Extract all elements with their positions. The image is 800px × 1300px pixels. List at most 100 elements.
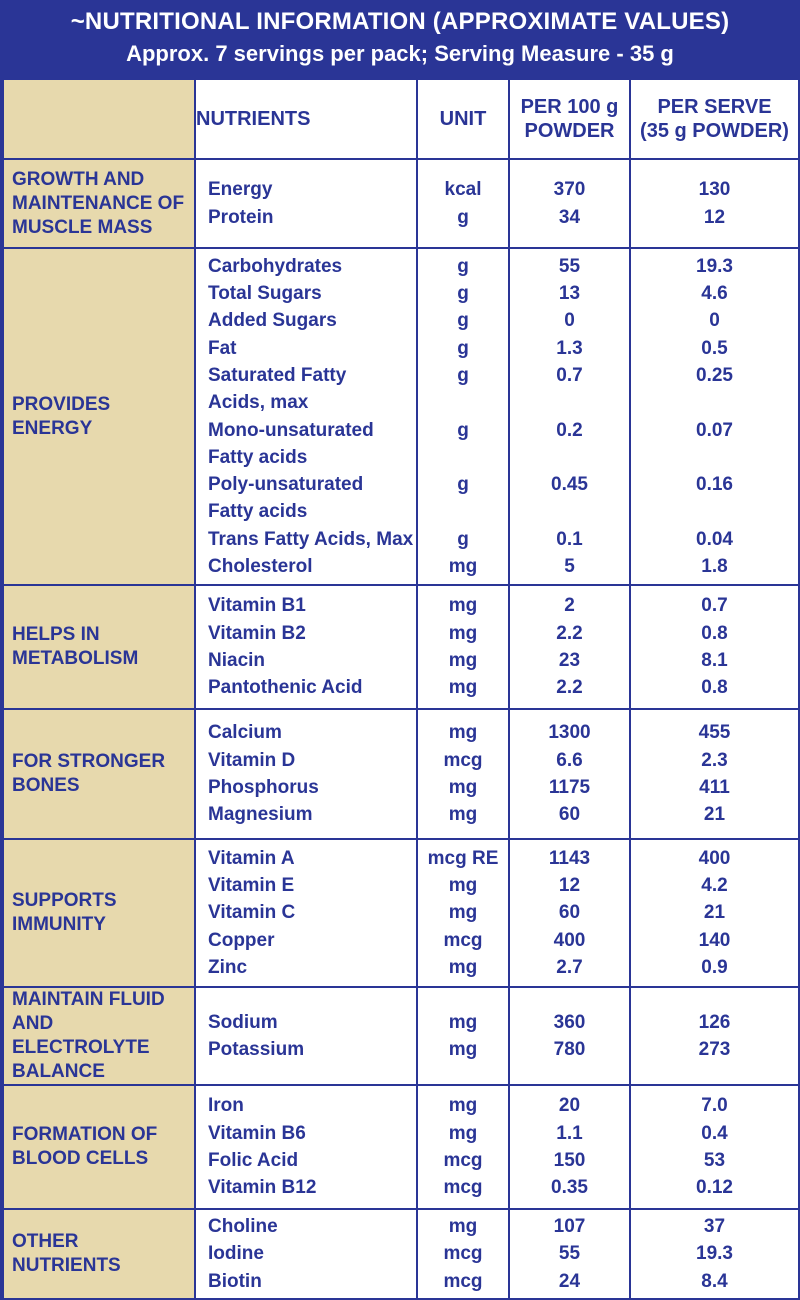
header-per-100g-line1: PER 100 g (520, 96, 619, 118)
nutrient-name: Niacin (208, 650, 266, 671)
nutrient-name: Biotin (208, 1270, 262, 1292)
per-serve-value: 21 (703, 804, 726, 826)
nutrient-group-row: PROVIDES ENERGY Carbohydrates Total Sugars A… (2, 247, 800, 586)
category-label-line: METABOLISM (12, 648, 139, 669)
per-serve-value: 12 (703, 206, 726, 228)
nutrient-name: Saturated Fatty (208, 364, 347, 386)
category-label-line: MAINTAIN FLUID (12, 989, 165, 1010)
header-per-100g-line2: POWDER (524, 120, 615, 142)
nutrient-unit: mg (448, 555, 478, 577)
nutrient-unit: mcg (443, 1270, 483, 1292)
nutrient-unit: mg (448, 875, 478, 897)
per-serve-value: 7.0 (701, 1095, 728, 1117)
per-100g-cell: 1300 6.6 1175 60 (508, 708, 631, 840)
per-100g-value: 24 (558, 1270, 581, 1292)
nutrient-name: Copper (208, 929, 275, 951)
nutrient-unit: g (457, 474, 469, 496)
nutrient-unit (419, 498, 507, 525)
per-100g-value: 1143 (548, 847, 591, 869)
nutrient-unit: g (457, 310, 469, 332)
nutrient-group-row: OTHER NUTRIENTS Choline Iodine Biotin mg mcg mc… (2, 1208, 800, 1300)
per-100g-value: 2.2 (556, 622, 583, 644)
header-nutrients: NUTRIENTS (194, 78, 418, 160)
per-serve-cell: 19.3 4.6 0 0.5 0.25 0.07 0.16 0.04 1.8 (629, 247, 800, 586)
nutrient-name: Energy (208, 179, 273, 201)
nutrient-name: Phosphorus (208, 777, 319, 798)
per-serve-value: 0.9 (701, 956, 728, 978)
nutrient-group-row: HELPS IN METABOLISM Vitamin B1 Vitamin B2 Ni… (2, 584, 800, 710)
per-100g-value: 0.2 (556, 419, 583, 441)
nutrient-name: Sodium (208, 1011, 278, 1033)
per-serve-value: 8.4 (701, 1270, 728, 1292)
category-label-line: SUPPORTS (12, 890, 117, 911)
category-label-line: BALANCE (12, 1061, 105, 1082)
nutrient-name: Vitamin B12 (208, 1177, 317, 1199)
nutrient-unit: g (457, 419, 469, 441)
nutrient-name: Pantothenic Acid (208, 677, 363, 699)
nutrient-unit: mg (448, 804, 478, 826)
header-per-serve-line1: PER SERVE (657, 96, 772, 118)
per-serve-value (632, 444, 797, 471)
category-label-line: AND ELECTROLYTE (12, 1013, 150, 1058)
nutrient-name: Fat (208, 337, 237, 359)
per-100g-value: 6.6 (556, 749, 583, 771)
per-serve-value: 53 (703, 1150, 726, 1171)
per-serve-cell: 7.0 0.4 53 0.12 (629, 1084, 800, 1210)
category-label-line: IMMUNITY (12, 914, 106, 935)
per-100g-value: 0.7 (556, 364, 583, 386)
nutrient-group-row: GROWTH AND MAINTENANCE OF MUSCLE MASS Energ… (2, 158, 800, 249)
nutrient-name: Choline (208, 1216, 278, 1238)
per-serve-value: 0.04 (696, 528, 733, 550)
per-serve-value: 19.3 (696, 255, 733, 277)
per-100g-value: 5 (564, 555, 575, 577)
per-serve-value: 4.2 (701, 875, 728, 897)
per-serve-cell: 37 19.3 8.4 (629, 1208, 800, 1300)
nutrient-unit: mcg (443, 749, 483, 771)
per-100g-value: 60 (558, 902, 581, 924)
per-serve-cell: 0.7 0.8 8.1 0.8 (629, 584, 800, 710)
category-label-line: PROVIDES (12, 393, 111, 415)
nutrient-name: Carbohydrates (208, 255, 343, 277)
nutrient-name: Cholesterol (208, 555, 313, 577)
category-label-line: ENERGY (12, 417, 93, 439)
nutrient-unit: g (457, 206, 469, 228)
nutrient-name: Potassium (208, 1039, 305, 1060)
per-100g-value: 780 (553, 1039, 586, 1060)
nutrient-unit: mg (448, 777, 478, 798)
nutrient-unit: mg (448, 622, 478, 644)
nutrient-unit: kcal (444, 179, 482, 201)
panel-subtitle: Approx. 7 servings per pack; Serving Mea… (126, 41, 674, 66)
panel-title: ~NUTRITIONAL INFORMATION (APPROXIMATE VA… (70, 8, 730, 35)
per-serve-value: 411 (699, 777, 730, 798)
nutrient-unit: mg (448, 722, 478, 744)
per-serve-value (632, 389, 797, 416)
per-100g-value: 2 (564, 595, 575, 617)
category-cell: PROVIDES ENERGY (2, 247, 196, 586)
per-serve-value: 0.5 (701, 337, 728, 359)
nutrient-name: Poly-unsaturated (208, 474, 364, 496)
nutrient-unit: mcg (443, 1177, 483, 1199)
per-serve-value: 37 (703, 1216, 726, 1238)
nutrient-unit: mg (448, 956, 478, 978)
nutrient-name: Zinc (208, 956, 248, 978)
nutrient-name: Total Sugars (208, 283, 322, 305)
nutrient-unit: mg (448, 1216, 478, 1238)
per-serve-value: 455 (698, 722, 731, 744)
nutrient-names-cell: Carbohydrates Total Sugars Added Sugars Fat… (194, 247, 418, 586)
category-label-line: FOR STRONGER (12, 751, 166, 772)
nutrient-unit: g (457, 364, 469, 386)
header-per-serve-line2: (35 g POWDER) (640, 120, 789, 142)
category-label-line: HELPS IN (12, 624, 100, 645)
nutrient-names-cell: Vitamin A Vitamin E Vitamin C Copper Zinc (194, 838, 418, 988)
category-cell: OTHER NUTRIENTS (2, 1208, 196, 1300)
per-100g-value: 150 (553, 1150, 586, 1171)
nutrient-names-cell: Calcium Vitamin D Phosphorus Magnesium (194, 708, 418, 840)
nutrient-unit (419, 444, 507, 471)
per-100g-value: 1175 (548, 777, 591, 798)
per-serve-value (632, 498, 797, 525)
units-cell: mcg RE mg mg mcg mg (416, 838, 510, 988)
per-100g-value: 360 (553, 1011, 586, 1033)
header-unit: UNIT (416, 78, 510, 160)
